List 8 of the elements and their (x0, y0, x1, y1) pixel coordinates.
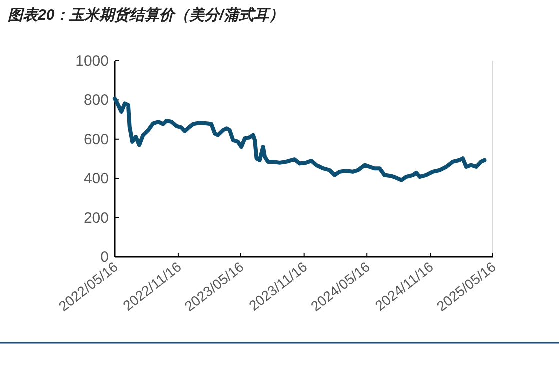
chart-title: 图表20：玉米期货结算价（美分/蒲式耳） (8, 6, 284, 24)
y-tick-label: 800 (84, 92, 109, 110)
y-tick-label: 400 (84, 170, 109, 188)
line-series (113, 96, 487, 182)
y-tick-label: 0 (100, 249, 109, 266)
y-tick-label: 600 (84, 131, 109, 148)
y-tick-label: 200 (84, 210, 109, 227)
y-tick-label: 1000 (76, 53, 109, 70)
